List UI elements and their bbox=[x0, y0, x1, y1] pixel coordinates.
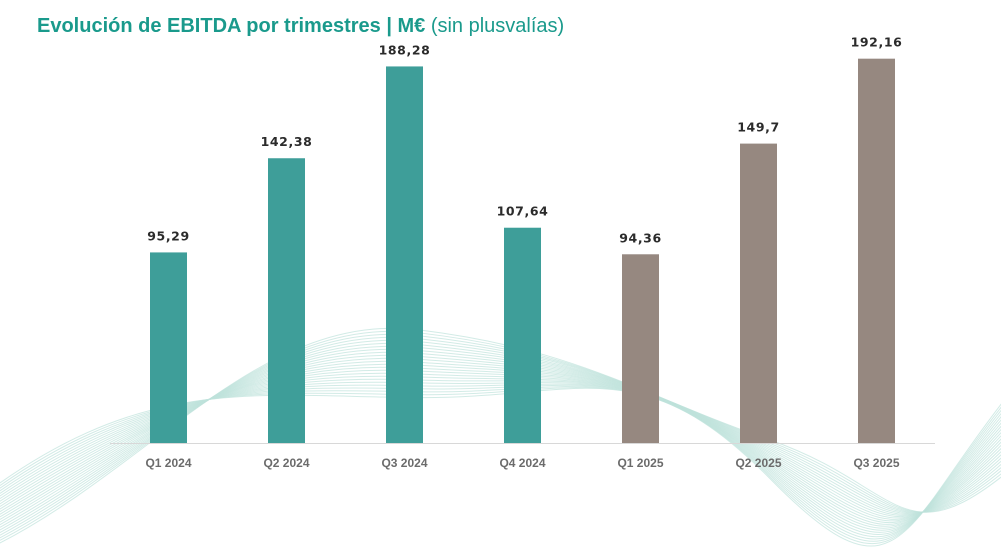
chart-title-main: Evolución de EBITDA por trimestres | M€ bbox=[37, 15, 426, 37]
bar-value-label: 95,29 bbox=[147, 228, 190, 243]
bar bbox=[386, 66, 423, 443]
bar-value-label: 142,38 bbox=[261, 134, 313, 149]
bar-value-label: 94,36 bbox=[619, 230, 662, 245]
bar bbox=[740, 143, 777, 443]
chart-title-qualifier: (sin plusvalías) bbox=[430, 15, 565, 37]
bar-value-label: 188,28 bbox=[379, 42, 431, 57]
x-tick-label: Q3 2024 bbox=[381, 456, 427, 470]
value-labels-group: 95,29 142,38 188,28 107,64 94,36 149,7 192,16 bbox=[147, 35, 902, 246]
bar bbox=[858, 58, 895, 444]
wave-line bbox=[0, 387, 1001, 547]
x-tick-label: Q2 2024 bbox=[263, 456, 309, 470]
bar-value-label: 107,64 bbox=[497, 204, 549, 219]
x-tick-label: Q1 2025 bbox=[617, 456, 663, 470]
x-tick-label: Q4 2024 bbox=[499, 456, 545, 470]
bar-value-label: 192,16 bbox=[851, 35, 903, 50]
x-tick-label: Q1 2024 bbox=[145, 456, 191, 470]
x-tick-label: Q3 2025 bbox=[853, 456, 899, 470]
bar bbox=[268, 158, 305, 444]
bar bbox=[622, 254, 659, 443]
bar-value-label: 149,7 bbox=[737, 120, 780, 135]
bar bbox=[150, 252, 187, 443]
bars-group bbox=[150, 58, 895, 444]
bar bbox=[504, 227, 541, 443]
chart-title: Evolución de EBITDA por trimestres | M€ … bbox=[37, 15, 564, 38]
x-tick-label: Q2 2025 bbox=[735, 456, 781, 470]
x-tick-labels-group: Q1 2024 Q2 2024 Q3 2024 Q4 2024 Q1 2025 Q2 20… bbox=[145, 456, 899, 470]
